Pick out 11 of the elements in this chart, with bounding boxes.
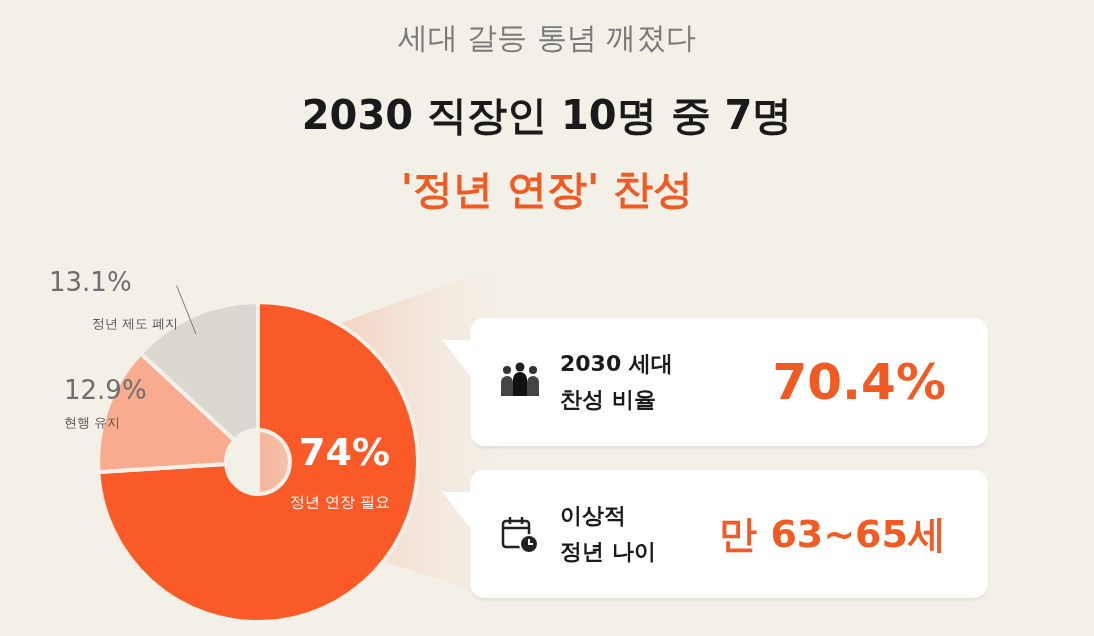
data-label: 13.1% bbox=[49, 267, 132, 297]
text: 2030 직장인 10명 중 7명 '정년 연장' 찬성 bbox=[300, 91, 794, 214]
text: 70.4% bbox=[772, 352, 946, 413]
data-label: 74% bbox=[299, 430, 390, 474]
slice-label: 정년 제도 폐지 bbox=[92, 316, 179, 331]
text: 세대 갈등 통념 깨졌다 bbox=[396, 19, 698, 57]
slice-label: 정년 연장 필요 bbox=[290, 493, 390, 511]
text: 이상적 정년 나이 bbox=[560, 502, 656, 566]
text: 2030 세대 찬성 비율 bbox=[560, 350, 673, 414]
text: 만 63~65세 bbox=[719, 511, 946, 558]
slice-label: 현행 유지 bbox=[64, 415, 121, 430]
